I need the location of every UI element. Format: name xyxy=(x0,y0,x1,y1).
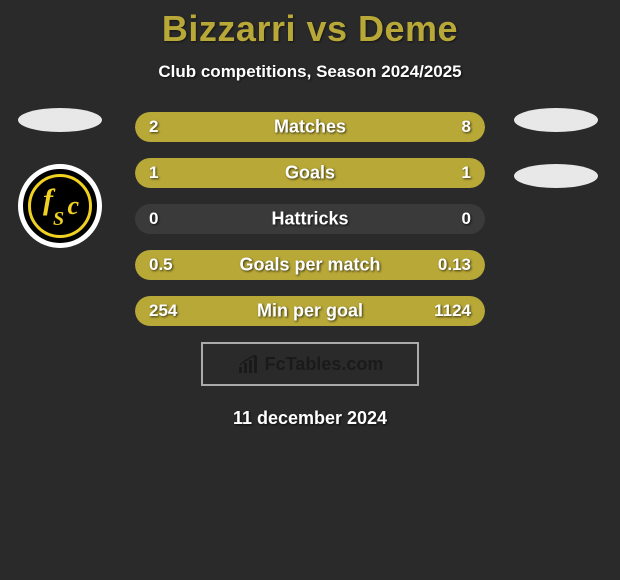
stat-bar: 254 Min per goal 1124 xyxy=(135,296,485,326)
right-player-column xyxy=(514,108,598,220)
brand-label: FcTables.com xyxy=(265,354,384,375)
stat-label: Hattricks xyxy=(271,209,348,230)
stat-value-right: 8 xyxy=(462,117,471,137)
stat-label: Goals xyxy=(285,163,335,184)
page-subtitle: Club competitions, Season 2024/2025 xyxy=(0,62,620,82)
player-avatar-right xyxy=(514,108,598,132)
badge-letter: f xyxy=(43,183,53,217)
stat-bar: 1 Goals 1 xyxy=(135,158,485,188)
stat-value-right: 1124 xyxy=(434,301,471,321)
chart-icon xyxy=(237,355,259,373)
club-avatar-right xyxy=(514,164,598,188)
stat-value-left: 0.5 xyxy=(149,255,173,275)
stat-label: Matches xyxy=(274,117,346,138)
date-label: 11 december 2024 xyxy=(0,408,620,429)
stat-bar: 0 Hattricks 0 xyxy=(135,204,485,234)
stat-value-right: 0.13 xyxy=(438,255,471,275)
left-player-column: f c S xyxy=(18,108,102,248)
badge-letter: c xyxy=(67,191,79,221)
stat-value-left: 2 xyxy=(149,117,158,137)
stat-bars: 2 Matches 8 1 Goals 1 0 Hattricks 0 0.5 Goals per … xyxy=(135,112,485,326)
stat-label: Min per goal xyxy=(257,301,363,322)
club-badge-ring: f c S xyxy=(28,174,92,238)
stat-value-right: 1 xyxy=(462,163,471,183)
stat-value-left: 254 xyxy=(149,301,177,321)
stats-container: f c S 2 Matches 8 1 Goals 1 0 Hattricks 0 0.5 Goal… xyxy=(0,112,620,429)
club-badge-left: f c S xyxy=(18,164,102,248)
stat-bar: 2 Matches 8 xyxy=(135,112,485,142)
stat-value-left: 1 xyxy=(149,163,158,183)
brand-box[interactable]: FcTables.com xyxy=(201,342,419,386)
stat-bar: 0.5 Goals per match 0.13 xyxy=(135,250,485,280)
badge-letter: S xyxy=(53,208,64,231)
player-avatar-left xyxy=(18,108,102,132)
stat-value-left: 0 xyxy=(149,209,158,229)
page-title: Bizzarri vs Deme xyxy=(0,0,620,50)
stat-value-right: 0 xyxy=(462,209,471,229)
stat-label: Goals per match xyxy=(239,255,380,276)
